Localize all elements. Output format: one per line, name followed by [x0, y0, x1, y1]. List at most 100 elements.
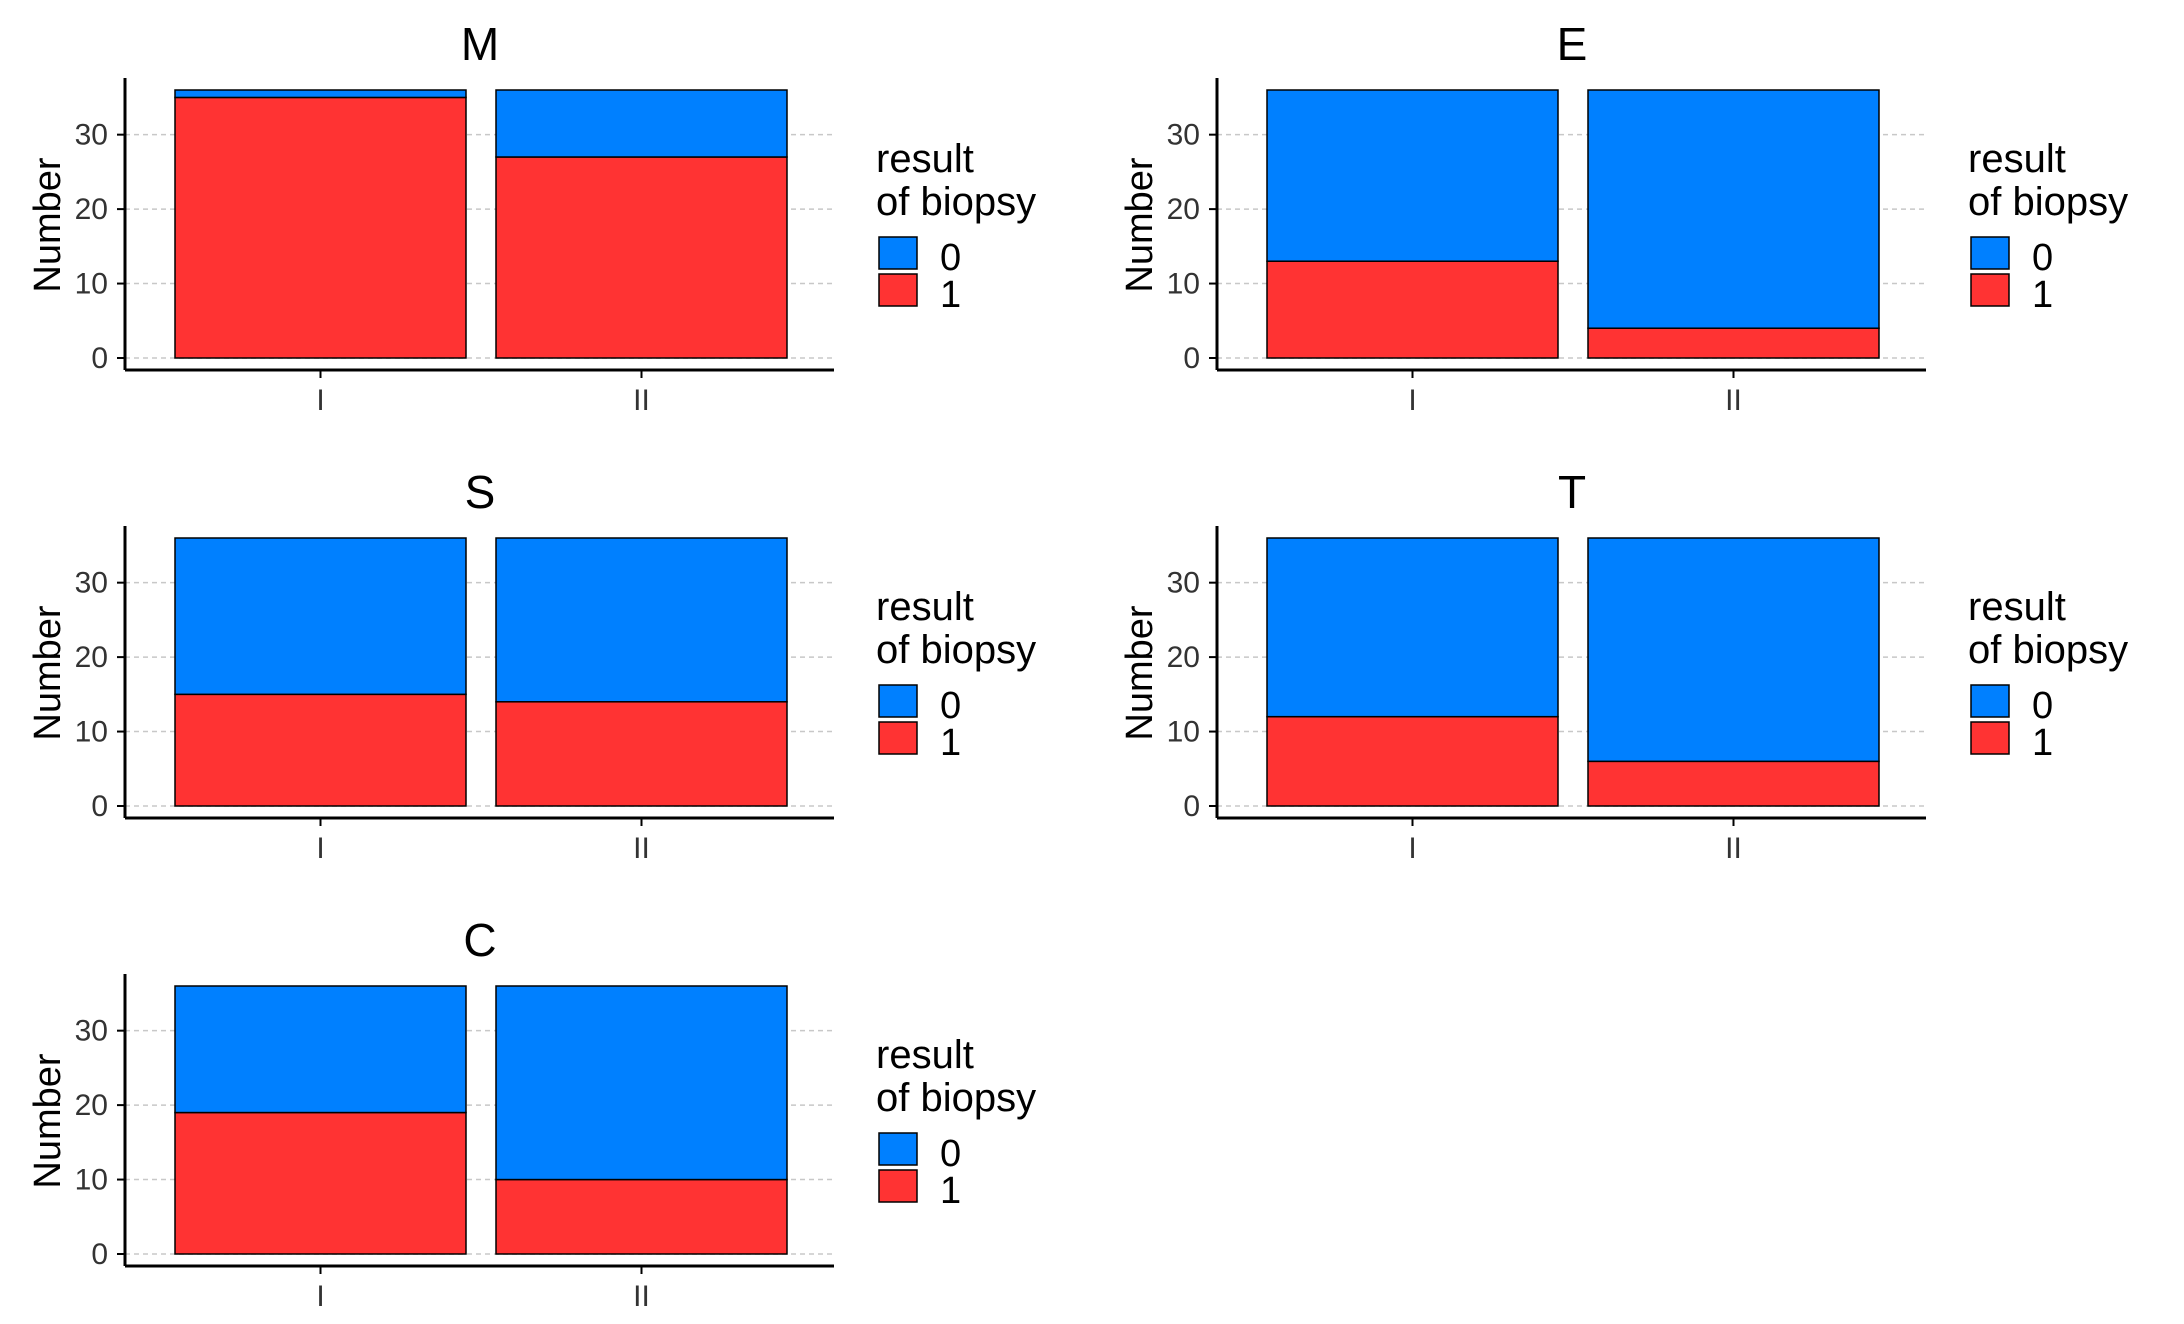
legend-label-1: 1 [940, 722, 961, 764]
bar-segment-0 [495, 985, 788, 1181]
bar-segment-1 [495, 1178, 788, 1255]
panel-title: E [1557, 18, 1588, 70]
bar-segment-1 [174, 96, 467, 359]
legend-title-line1: result [876, 585, 974, 629]
x-tick-label: II [633, 832, 650, 865]
y-tick-label: 10 [75, 716, 108, 749]
legend-title-line1: result [876, 137, 974, 181]
x-tick-label: II [633, 384, 650, 417]
legend-title-line2: of biopsy [1968, 180, 2128, 224]
bar-segment-0 [174, 985, 467, 1114]
y-axis-label: Number [27, 157, 69, 292]
x-tick-label: I [316, 832, 324, 865]
y-tick-label: 10 [75, 268, 108, 301]
y-tick-label: 30 [75, 1015, 108, 1048]
legend-title-line2: of biopsy [876, 180, 1036, 224]
y-tick-label: 30 [75, 567, 108, 600]
x-tick-label: I [1408, 832, 1416, 865]
y-tick-label: 0 [91, 790, 108, 823]
y-tick-label: 10 [1167, 268, 1200, 301]
legend-label-0: 0 [940, 237, 961, 279]
bar-segment-0 [174, 89, 467, 99]
legend-key-0 [878, 684, 918, 718]
legend-label-0: 0 [2032, 237, 2053, 279]
legend-title-line2: of biopsy [876, 628, 1036, 672]
bar-segment-0 [1266, 89, 1559, 262]
y-tick-label: 30 [1167, 567, 1200, 600]
x-tick-label: I [316, 1280, 324, 1313]
panel-title: T [1558, 466, 1586, 518]
legend-key-1 [878, 721, 918, 755]
legend-title-line1: result [1968, 585, 2066, 629]
legend-title-line2: of biopsy [876, 1076, 1036, 1120]
legend-label-1: 1 [2032, 722, 2053, 764]
bar-segment-1 [174, 693, 467, 807]
legend-key-0 [878, 236, 918, 270]
y-tick-label: 20 [75, 1089, 108, 1122]
y-axis-label: Number [27, 605, 69, 740]
y-tick-label: 0 [1183, 342, 1200, 375]
legend-title-line1: result [1968, 137, 2066, 181]
legend-label-1: 1 [940, 274, 961, 316]
bar-segment-0 [1266, 537, 1559, 718]
y-tick-label: 30 [1167, 119, 1200, 152]
bar-segment-1 [495, 156, 788, 359]
y-tick-label: 20 [1167, 193, 1200, 226]
x-tick-label: II [1725, 832, 1742, 865]
y-tick-label: 20 [75, 193, 108, 226]
panel-title: C [463, 914, 496, 966]
legend-label-0: 0 [940, 685, 961, 727]
legend-title-line1: result [876, 1033, 974, 1077]
bar-segment-1 [495, 701, 788, 807]
legend-key-0 [1970, 684, 2010, 718]
bar-segment-0 [1587, 89, 1880, 329]
y-tick-label: 0 [1183, 790, 1200, 823]
legend-key-1 [878, 1169, 918, 1203]
x-tick-label: II [1725, 384, 1742, 417]
bar-segment-0 [495, 537, 788, 703]
y-axis-label: Number [1119, 157, 1161, 292]
y-tick-label: 10 [1167, 716, 1200, 749]
legend-key-1 [878, 273, 918, 307]
legend-key-1 [1970, 273, 2010, 307]
x-tick-label: I [1408, 384, 1416, 417]
legend-label-1: 1 [940, 1170, 961, 1212]
bar-segment-1 [1266, 715, 1559, 807]
panel-title: S [465, 466, 496, 518]
bar-segment-0 [495, 89, 788, 158]
y-axis-label: Number [1119, 605, 1161, 740]
x-tick-label: I [316, 384, 324, 417]
legend-key-0 [1970, 236, 2010, 270]
y-axis-label: Number [27, 1053, 69, 1188]
legend-label-1: 1 [2032, 274, 2053, 316]
y-tick-label: 0 [91, 1238, 108, 1271]
y-tick-label: 30 [75, 119, 108, 152]
bar-segment-1 [1587, 327, 1880, 359]
x-tick-label: II [633, 1280, 650, 1313]
legend-label-0: 0 [2032, 685, 2053, 727]
bar-segment-0 [1587, 537, 1880, 763]
bar-segment-1 [1266, 260, 1559, 359]
legend-label-0: 0 [940, 1133, 961, 1175]
y-tick-label: 10 [75, 1164, 108, 1197]
legend-key-1 [1970, 721, 2010, 755]
y-tick-label: 0 [91, 342, 108, 375]
y-tick-label: 20 [75, 641, 108, 674]
y-tick-label: 20 [1167, 641, 1200, 674]
legend-title-line2: of biopsy [1968, 628, 2128, 672]
bar-segment-1 [174, 1111, 467, 1255]
panel-title: M [461, 18, 499, 70]
bar-segment-1 [1587, 760, 1880, 807]
legend-key-0 [878, 1132, 918, 1166]
